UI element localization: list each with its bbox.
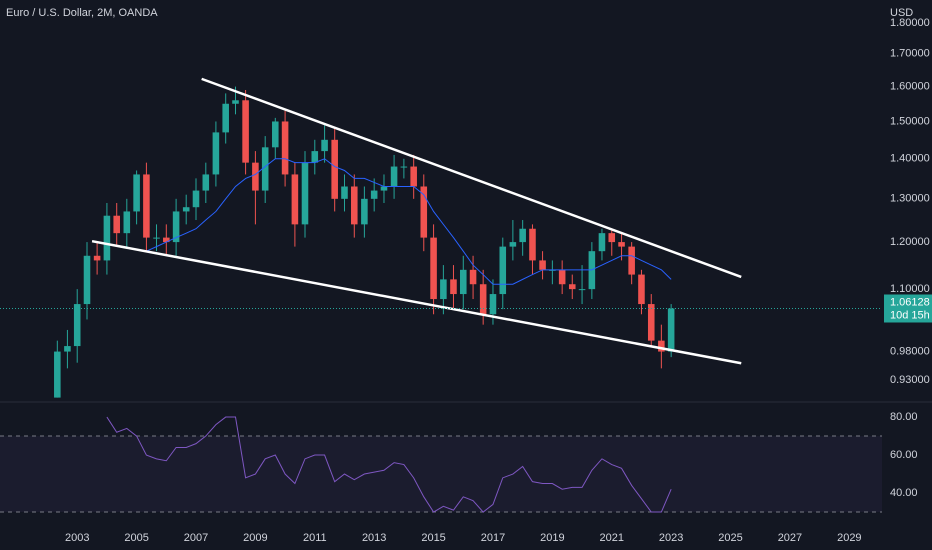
y-tick-label: 1.30000 [890, 193, 930, 205]
y-tick-label: 1.10000 [890, 283, 930, 295]
candle-body [361, 198, 368, 225]
candle-body [291, 174, 299, 225]
candle-body [499, 246, 507, 295]
chart-title: Euro / U.S. Dollar, 2M, OANDA [6, 7, 158, 19]
last-price-tag [884, 294, 932, 323]
candle-body [469, 269, 477, 285]
candle-body [103, 215, 111, 261]
candle-body [380, 186, 388, 191]
candle-body [54, 351, 61, 398]
last-price: 1.06128 [890, 296, 930, 308]
y-tick-label: 1.80000 [890, 17, 930, 29]
candle-body [440, 279, 447, 300]
candle-body [321, 139, 328, 152]
x-tick-label: 2003 [65, 532, 89, 544]
candle-body [252, 162, 259, 191]
candle-body [222, 103, 229, 133]
candle-body [400, 166, 408, 168]
candle-body [242, 100, 249, 163]
candle-body [598, 233, 606, 252]
currency-label: USD [890, 7, 913, 19]
y-tick-label: 1.60000 [890, 81, 930, 93]
candle-body [272, 121, 279, 148]
candle-body [459, 269, 467, 295]
candle-body [341, 186, 348, 199]
candle-body [558, 269, 566, 285]
candle-body [182, 207, 190, 212]
candle-body [509, 242, 517, 247]
candle-body [143, 174, 150, 238]
band-fill [0, 436, 882, 513]
candle-body [73, 304, 81, 347]
candle-body [628, 246, 635, 275]
candle-body [578, 289, 586, 291]
x-tick-label: 2019 [540, 532, 564, 544]
candle-body [311, 151, 319, 163]
candle-body [430, 237, 437, 300]
candle-body [667, 308, 675, 352]
moving-average [146, 158, 672, 285]
candle-body [489, 294, 497, 315]
candle-body [83, 255, 91, 305]
candle-body [420, 186, 428, 238]
candle-body [113, 215, 120, 234]
candle-body [568, 284, 576, 290]
x-tick-label: 2009 [243, 532, 267, 544]
candle-body [351, 186, 358, 225]
x-tick-label: 2005 [124, 532, 148, 544]
countdown: 10d 15h [890, 309, 930, 321]
candle-body [529, 228, 536, 261]
rsi-line [106, 416, 672, 513]
x-tick-label: 2007 [184, 532, 208, 544]
trendline [91, 239, 742, 365]
y-tick-label: 0.98000 [890, 345, 930, 357]
candle-body [261, 147, 269, 191]
candle-body [301, 162, 309, 225]
x-tick-label: 2011 [303, 532, 327, 544]
x-tick-label: 2025 [718, 532, 742, 544]
candle-body [479, 284, 487, 315]
x-tick-label: 2013 [362, 532, 386, 544]
candle-body [281, 121, 289, 175]
candle-body [658, 340, 665, 352]
candle-body [647, 304, 655, 341]
y-tick-label: 1.20000 [890, 236, 930, 248]
y-tick-label: 1.40000 [890, 153, 930, 165]
x-tick-label: 2029 [837, 532, 861, 544]
candle-body [331, 139, 338, 199]
candle-body [370, 190, 378, 199]
x-tick-label: 2023 [659, 532, 683, 544]
candle-body [172, 211, 180, 243]
candle-body [232, 100, 239, 104]
candle-body [618, 242, 625, 247]
x-tick-label: 2017 [481, 532, 505, 544]
candle-body [133, 174, 140, 212]
x-tick-label: 2027 [778, 532, 802, 544]
candle-body [163, 237, 170, 243]
x-tick-label: 2021 [600, 532, 624, 544]
candle-body [638, 274, 645, 305]
candle-body [212, 132, 220, 175]
y-tick-label: 80.00 [890, 411, 918, 423]
candle-body [539, 260, 546, 270]
candle-body [192, 190, 200, 208]
candle-body [93, 255, 101, 261]
candle-body [64, 346, 71, 352]
candle-body [519, 228, 526, 243]
candle-body [153, 237, 160, 239]
candle-body [410, 166, 417, 187]
candle-body [202, 174, 210, 191]
candle-body [123, 211, 131, 234]
y-tick-label: 40.00 [890, 487, 918, 499]
y-tick-label: 60.00 [890, 449, 918, 461]
y-tick-label: 1.70000 [890, 48, 930, 60]
x-tick-label: 2015 [421, 532, 445, 544]
y-tick-label: 0.93000 [890, 374, 930, 386]
y-tick-label: 1.50000 [890, 115, 930, 127]
trendline [201, 77, 742, 279]
candle-body [390, 166, 398, 187]
candle-body [608, 233, 616, 243]
candle-body [450, 279, 457, 295]
